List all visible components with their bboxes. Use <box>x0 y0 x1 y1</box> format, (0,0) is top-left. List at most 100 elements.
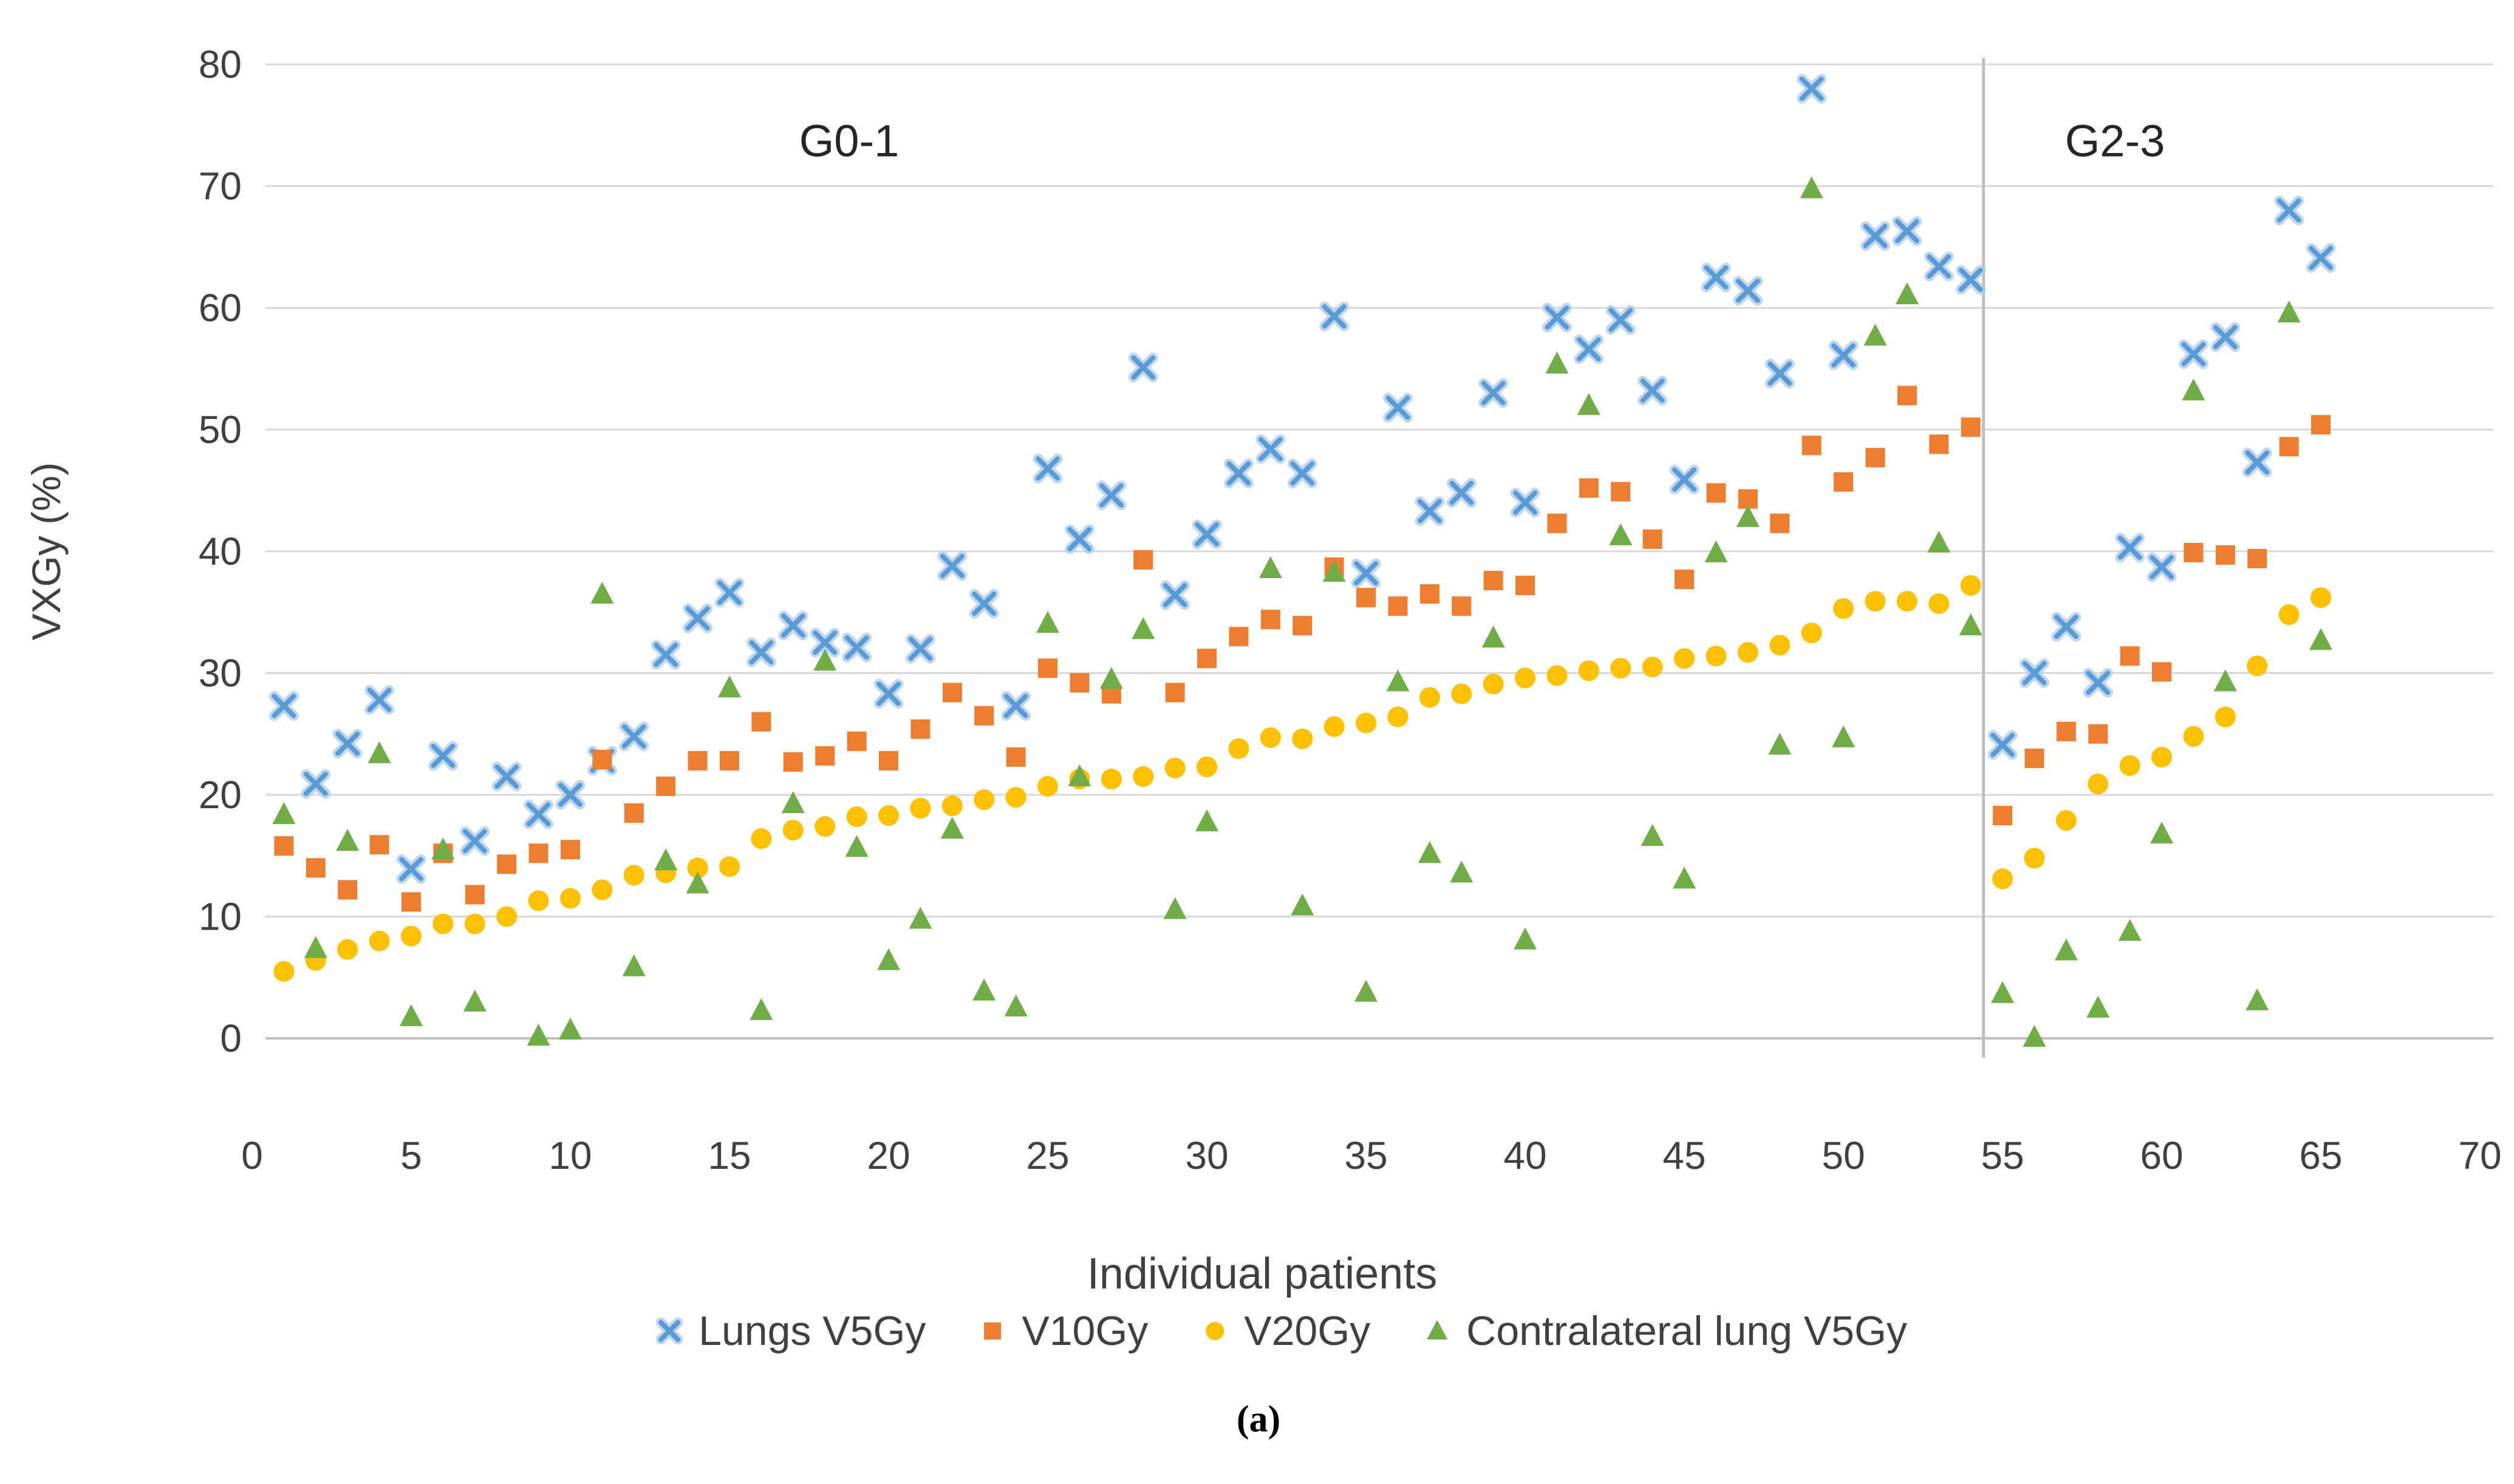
x-marker <box>526 802 551 827</box>
square-marker <box>720 751 739 771</box>
circle-marker <box>432 913 454 934</box>
circle-marker <box>1706 645 1727 667</box>
square-marker <box>1006 747 1026 767</box>
square-marker <box>1865 448 1885 468</box>
x-marker <box>1576 337 1601 362</box>
square-marker <box>2247 549 2267 569</box>
circle-marker <box>2247 655 2268 676</box>
circle-marker <box>1419 687 1440 708</box>
x-tick-label: 15 <box>708 1134 751 1177</box>
y-tick-label: 10 <box>199 895 242 939</box>
square-marker <box>942 682 962 703</box>
triangle-marker <box>272 802 296 825</box>
x-marker <box>2117 535 2142 560</box>
circle-marker <box>1324 716 1345 737</box>
circle-marker <box>687 857 708 879</box>
square-marker <box>1070 673 1090 693</box>
circle-marker <box>1546 665 1568 686</box>
x-marker <box>1099 483 1124 508</box>
x-marker <box>1481 381 1506 406</box>
square-marker-icon <box>984 1322 1002 1339</box>
circle-marker <box>719 856 740 877</box>
square-marker <box>592 749 612 769</box>
triangle-marker <box>1068 764 1091 786</box>
x-marker <box>1003 693 1028 718</box>
square-marker <box>2056 721 2076 741</box>
circle-marker <box>2311 587 2331 608</box>
circle-marker <box>974 789 995 811</box>
square-marker <box>306 858 326 878</box>
square-marker <box>1229 627 1249 647</box>
square-marker <box>1579 478 1599 498</box>
x-marker <box>813 630 838 655</box>
x-marker <box>1385 395 1410 420</box>
circle-marker <box>1833 598 1854 619</box>
circle-marker <box>1292 728 1313 749</box>
circle-marker <box>369 930 390 951</box>
triangle-marker <box>1514 927 1537 950</box>
triangle-marker <box>367 741 391 763</box>
square-marker <box>783 752 803 772</box>
triangle-marker <box>1481 625 1505 648</box>
circle-marker <box>1005 787 1026 808</box>
circle-marker <box>910 798 931 819</box>
square-marker <box>1165 682 1185 703</box>
circle-marker <box>1769 635 1791 656</box>
x-marker <box>1768 361 1792 386</box>
circle-marker <box>1801 622 1822 644</box>
triangle-marker <box>1036 611 1059 633</box>
triangle-marker <box>813 648 837 671</box>
circle-marker <box>1992 868 2013 890</box>
square-marker <box>974 706 994 726</box>
x-marker <box>1990 732 2015 757</box>
circle-marker <box>1164 757 1186 778</box>
triangle-marker <box>877 948 900 970</box>
square-marker <box>1293 616 1313 636</box>
square-marker <box>1452 596 1472 616</box>
triangle-marker <box>718 675 741 698</box>
y-axis-title: VXGy (%) <box>24 462 69 641</box>
x-marker <box>1354 561 1378 586</box>
legend-label: V20Gy <box>1244 1308 1371 1354</box>
legend-label: Lungs V5Gy <box>699 1308 926 1354</box>
triangle-marker <box>1577 393 1600 415</box>
circle-marker <box>496 906 517 927</box>
circle-marker <box>2151 746 2172 768</box>
triangle-marker <box>1099 667 1123 689</box>
x-tick-label: 60 <box>2140 1134 2183 1177</box>
triangle-marker <box>1195 809 1218 832</box>
square-marker <box>561 840 580 860</box>
square-marker <box>274 836 294 856</box>
square-marker <box>656 776 676 796</box>
square-marker <box>984 1322 1002 1339</box>
circle-marker <box>2024 848 2045 869</box>
y-tick-label: 70 <box>199 165 242 208</box>
triangle-marker <box>2182 378 2205 401</box>
triangle-marker <box>304 936 327 958</box>
legend-label: Contralateral lung V5Gy <box>1466 1308 1907 1354</box>
square-marker <box>910 719 931 739</box>
x-marker <box>1894 219 1919 243</box>
square-marker <box>688 751 708 771</box>
square-marker <box>1834 472 1853 492</box>
triangle-marker <box>1427 1320 1448 1339</box>
x-tick-label: 40 <box>1503 1134 1546 1177</box>
x-marker <box>1513 490 1537 515</box>
circle-marker <box>2278 604 2300 625</box>
group-label-g2-3: G2-3 <box>2065 115 2165 166</box>
x-marker <box>1258 437 1283 461</box>
x-marker <box>1195 522 1219 546</box>
triangle-marker <box>845 835 869 857</box>
x-marker <box>2181 342 2206 367</box>
square-marker <box>1897 386 1917 406</box>
circle-marker <box>560 888 581 909</box>
x-marker <box>621 724 646 749</box>
x-tick-label: 25 <box>1026 1134 1069 1177</box>
circle-marker <box>1928 593 1950 614</box>
circle-marker <box>1197 756 1217 777</box>
circle-marker <box>1101 768 1122 789</box>
x-marker <box>431 743 456 768</box>
x-tick-label: 65 <box>2299 1134 2342 1177</box>
triangle-marker <box>1832 725 1855 747</box>
